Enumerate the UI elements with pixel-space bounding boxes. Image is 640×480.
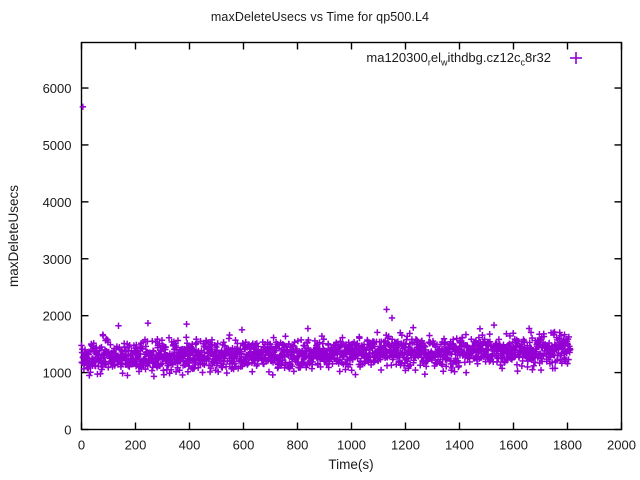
y-tick-label: 4000 xyxy=(43,195,72,210)
x-tick-label: 1200 xyxy=(391,438,420,453)
x-tick-label: 1000 xyxy=(337,438,366,453)
x-tick-label: 600 xyxy=(233,438,255,453)
legend-key-plus-icon xyxy=(570,52,582,64)
x-axis: 0 200 400 600 800 1000 1200 1400 1600 1800 2000 xyxy=(78,42,636,453)
y-tick-label: 2000 xyxy=(43,309,72,324)
x-tick-label: 800 xyxy=(287,438,309,453)
x-axis-title: Time(s) xyxy=(328,457,373,472)
x-tick-label: 0 xyxy=(78,438,85,453)
y-tick-label: 6000 xyxy=(43,81,72,96)
y-tick-label: 0 xyxy=(64,423,71,438)
x-tick-label: 400 xyxy=(179,438,201,453)
x-tick-label: 200 xyxy=(125,438,147,453)
legend: ma120300relwithdbg.cz12cc8r32 xyxy=(366,50,582,68)
x-tick-label: 1800 xyxy=(553,438,582,453)
y-axis-title: maxDeleteUsecs xyxy=(6,185,21,287)
page-title: maxDeleteUsecs vs Time for qp500.L4 xyxy=(210,10,430,24)
x-tick-label: 2000 xyxy=(607,438,636,453)
legend-series-label: ma120300relwithdbg.cz12cc8r32 xyxy=(366,50,551,68)
x-tick-label: 1400 xyxy=(445,438,474,453)
y-tick-label: 1000 xyxy=(43,366,72,381)
y-axis: 0 1000 2000 3000 4000 5000 6000 xyxy=(43,81,622,438)
data-points xyxy=(78,103,574,380)
y-tick-label: 3000 xyxy=(43,252,72,267)
y-tick-label: 5000 xyxy=(43,138,72,153)
x-tick-label: 1600 xyxy=(499,438,528,453)
